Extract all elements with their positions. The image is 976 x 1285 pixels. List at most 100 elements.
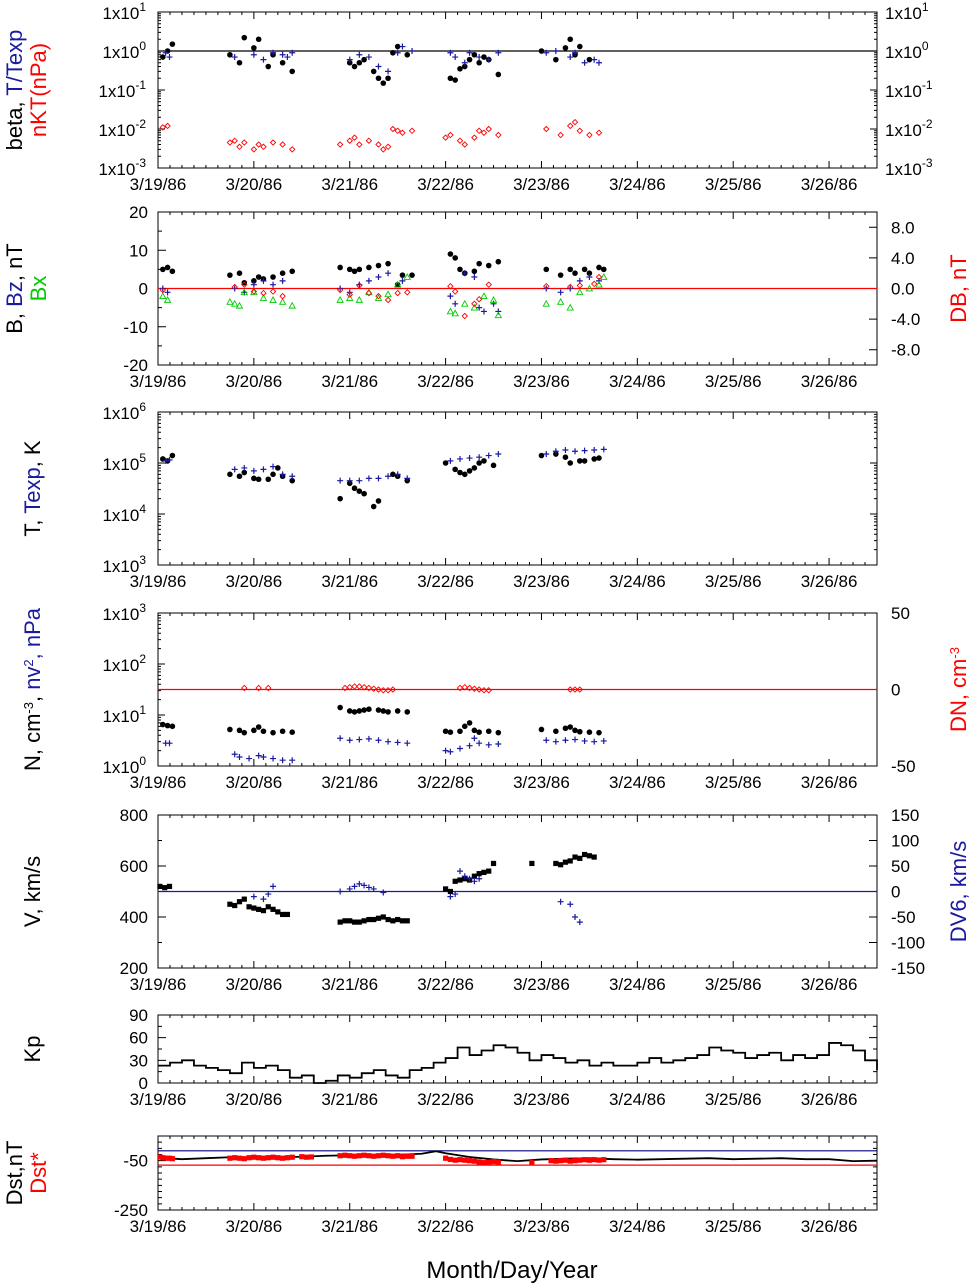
data-point	[251, 475, 257, 482]
data-point	[365, 684, 373, 692]
data-point	[442, 460, 449, 466]
data-point	[476, 1159, 482, 1165]
data-point	[466, 49, 473, 56]
y2-tick-label: 50	[891, 857, 910, 876]
data-point	[476, 260, 482, 267]
x-tick-label: 3/20/86	[225, 175, 282, 194]
data-point	[279, 141, 286, 148]
data-point	[337, 888, 344, 895]
x-tick-label: 3/21/86	[321, 1217, 378, 1236]
x-tick-label: 3/23/86	[513, 773, 570, 792]
data-point	[581, 447, 588, 454]
data-point	[557, 272, 564, 278]
data-point	[361, 882, 368, 889]
data-point	[241, 469, 248, 476]
data-point	[278, 297, 287, 305]
data-point	[251, 905, 257, 911]
y2-tick-label: -150	[891, 959, 925, 978]
data-point	[461, 299, 469, 307]
panel-kp: 3/19/86 3/20/86 3/21/86 3/22/86 3/23/86 3/24/…	[20, 1006, 878, 1109]
x-tick-label: 3/21/86	[321, 372, 378, 391]
data-point	[552, 738, 559, 745]
data-point	[553, 860, 559, 867]
y-axis-label-secondary-part: nKT(nPa)	[26, 43, 51, 137]
data-point	[577, 855, 583, 861]
data-point	[250, 467, 257, 474]
data-point	[476, 871, 482, 877]
series-t	[159, 451, 602, 510]
data-point	[251, 727, 257, 734]
data-point	[490, 1159, 497, 1165]
x-ticks	[157, 12, 878, 168]
data-point	[495, 131, 502, 139]
x-tick-label: 3/25/86	[705, 175, 762, 194]
data-point	[270, 883, 277, 890]
data-point	[385, 916, 391, 923]
data-point	[227, 726, 233, 733]
data-point	[241, 896, 247, 902]
x-tick-label: 3/20/86	[225, 1090, 282, 1109]
data-point	[395, 1153, 401, 1159]
data-point	[342, 918, 348, 924]
data-point	[461, 141, 469, 148]
data-point	[279, 292, 286, 300]
data-point	[380, 80, 387, 86]
x-tick-label: 3/26/86	[801, 175, 858, 194]
data-point	[470, 303, 479, 311]
x-tick-label: 3/23/86	[513, 175, 570, 194]
data-point	[586, 56, 593, 63]
y-tick-label: 1x104	[102, 502, 146, 525]
data-point	[270, 471, 276, 478]
data-point	[231, 54, 238, 61]
data-point	[471, 51, 478, 58]
data-point	[256, 906, 262, 912]
data-point	[567, 266, 574, 273]
data-point	[485, 262, 492, 269]
y2-tick-label: -8.0	[891, 341, 920, 360]
y-tick-label: 1x106	[102, 400, 146, 423]
data-point	[365, 277, 372, 284]
data-point	[157, 883, 163, 889]
x-tick-label: 3/26/86	[801, 773, 858, 792]
series-n	[159, 704, 602, 736]
data-point	[480, 292, 488, 299]
x-tick-label: 3/23/86	[513, 975, 570, 994]
y-tick-label: 200	[120, 959, 148, 978]
data-point	[280, 1155, 286, 1161]
data-point	[495, 451, 502, 458]
data-point	[346, 59, 353, 66]
data-point	[265, 891, 272, 898]
data-point	[447, 49, 454, 56]
data-point	[231, 466, 238, 473]
data-point	[576, 686, 584, 693]
y2-tick-label: -4.0	[891, 310, 920, 329]
data-point	[577, 728, 583, 735]
data-point	[475, 686, 483, 693]
data-point	[390, 471, 396, 478]
data-point	[572, 49, 579, 56]
data-point	[461, 683, 469, 691]
data-point	[385, 709, 391, 715]
data-point	[394, 43, 401, 50]
data-point	[466, 468, 473, 474]
data-point	[486, 1159, 492, 1165]
data-point	[485, 56, 492, 63]
data-point	[351, 134, 358, 141]
y2-tick-label: -100	[891, 934, 925, 953]
data-point	[572, 854, 578, 860]
data-point	[275, 465, 281, 471]
data-point	[346, 291, 353, 298]
y-axis-label-secondary-part: Dst*	[26, 1152, 51, 1194]
data-point	[591, 1157, 597, 1163]
data-point	[236, 270, 243, 277]
data-point	[384, 296, 392, 304]
data-point	[361, 56, 367, 63]
y-axis-label-part: , nT	[2, 243, 27, 281]
data-point	[164, 264, 171, 271]
y-axis-label-part: V, km/s	[20, 856, 45, 927]
data-point	[572, 727, 578, 734]
data-point	[538, 726, 545, 733]
data-point	[375, 475, 382, 482]
data-point	[289, 1154, 295, 1160]
data-point	[280, 911, 286, 918]
